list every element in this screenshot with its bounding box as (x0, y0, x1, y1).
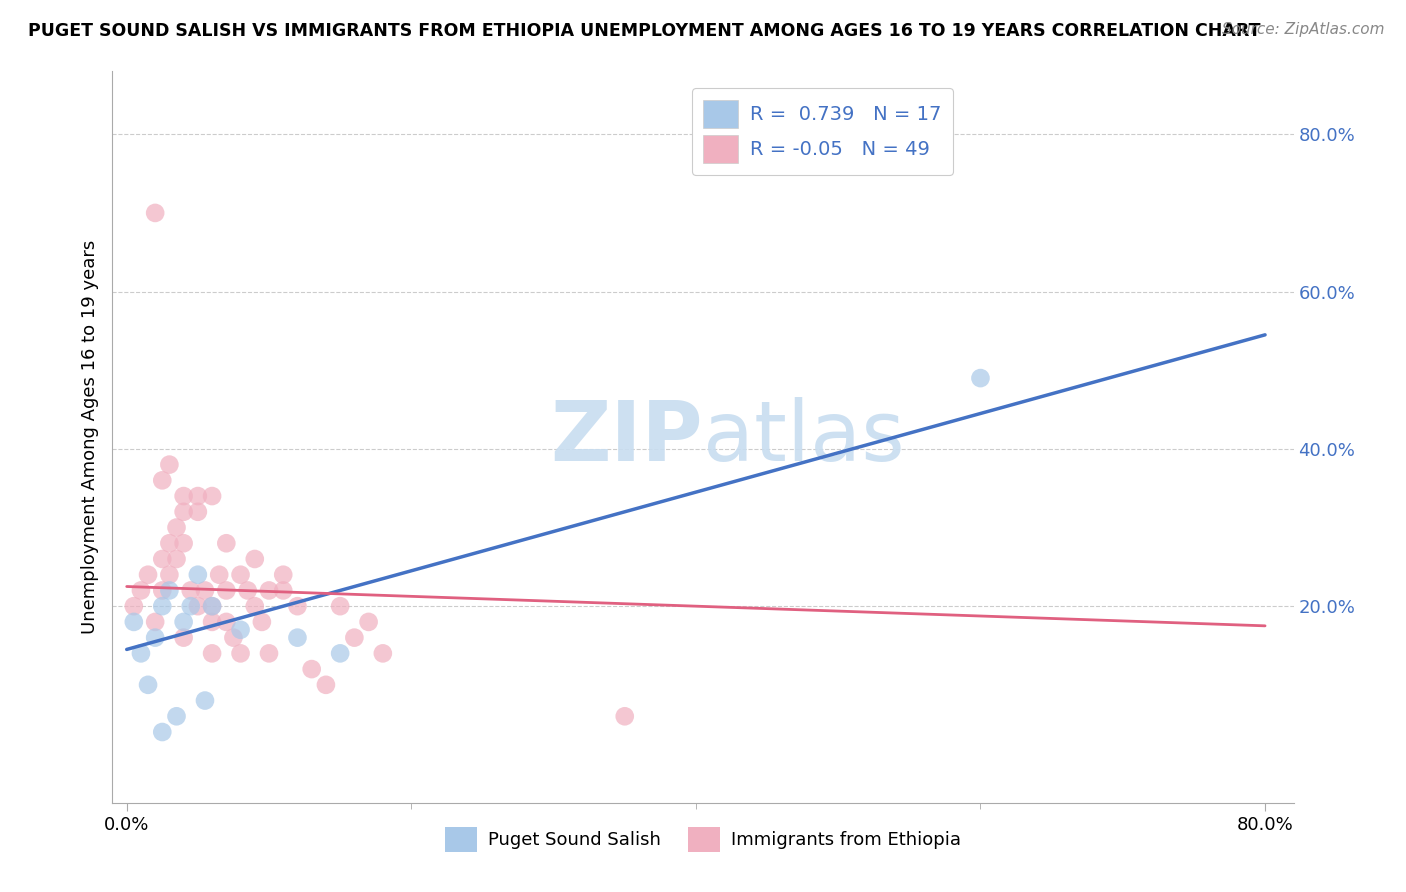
Point (129, 646, 152, 660)
Point (215, 536, 238, 550)
Point (187, 599, 209, 614)
Point (180, 599, 202, 614)
Point (229, 567, 252, 582)
Point (157, 583, 180, 598)
Point (173, 505, 195, 519)
Point (187, 567, 209, 582)
Point (257, 583, 280, 598)
Point (157, 458, 180, 472)
Point (194, 583, 217, 598)
Point (371, 646, 394, 660)
Point (166, 709, 188, 723)
Point (143, 615, 166, 629)
Legend: Puget Sound Salish, Immigrants from Ethiopia: Puget Sound Salish, Immigrants from Ethi… (437, 820, 969, 860)
Point (287, 631, 309, 645)
Text: ZIP: ZIP (551, 397, 703, 477)
Point (129, 583, 152, 598)
Point (229, 646, 252, 660)
Point (157, 567, 180, 582)
Point (194, 693, 217, 707)
Point (271, 583, 294, 598)
Point (187, 489, 209, 503)
Point (150, 583, 173, 598)
Point (173, 536, 195, 550)
Point (329, 646, 352, 660)
Point (271, 567, 294, 582)
Point (969, 371, 991, 385)
Point (201, 615, 224, 629)
Point (229, 623, 252, 637)
Point (122, 615, 145, 629)
Point (150, 725, 173, 739)
Point (215, 583, 238, 598)
Point (243, 599, 266, 614)
Point (343, 631, 366, 645)
Text: PUGET SOUND SALISH VS IMMIGRANTS FROM ETHIOPIA UNEMPLOYMENT AMONG AGES 16 TO 19 : PUGET SOUND SALISH VS IMMIGRANTS FROM ET… (28, 22, 1261, 40)
Point (143, 206, 166, 220)
Y-axis label: Unemployment Among Ages 16 to 19 years: Unemployment Among Ages 16 to 19 years (80, 240, 98, 634)
Point (150, 473, 173, 487)
Text: atlas: atlas (703, 397, 904, 477)
Point (208, 567, 231, 582)
Point (150, 599, 173, 614)
Point (301, 662, 323, 676)
Point (180, 583, 202, 598)
Point (257, 646, 280, 660)
Point (613, 709, 636, 723)
Point (287, 599, 309, 614)
Point (222, 631, 245, 645)
Point (173, 615, 195, 629)
Point (201, 599, 224, 614)
Point (122, 599, 145, 614)
Point (166, 552, 188, 566)
Point (357, 615, 380, 629)
Point (315, 678, 337, 692)
Point (187, 505, 209, 519)
Point (157, 536, 180, 550)
Point (236, 583, 259, 598)
Point (201, 646, 224, 660)
Point (173, 489, 195, 503)
Point (215, 615, 238, 629)
Point (150, 552, 173, 566)
Point (136, 567, 159, 582)
Text: Source: ZipAtlas.com: Source: ZipAtlas.com (1222, 22, 1385, 37)
Point (250, 615, 273, 629)
Point (166, 520, 188, 534)
Point (201, 489, 224, 503)
Point (143, 631, 166, 645)
Point (201, 599, 224, 614)
Point (173, 631, 195, 645)
Point (329, 599, 352, 614)
Point (136, 678, 159, 692)
Point (243, 552, 266, 566)
